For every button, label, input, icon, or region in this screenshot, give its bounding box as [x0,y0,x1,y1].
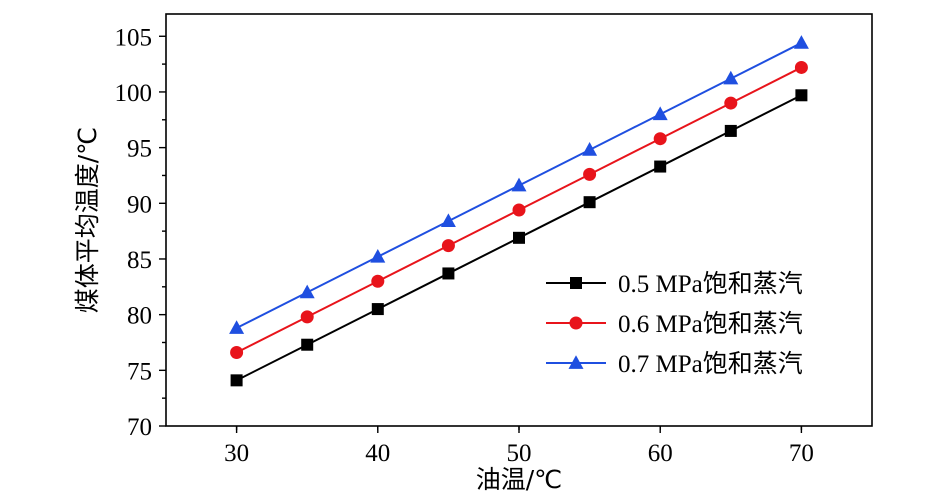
y-tick-label: 85 [127,247,152,274]
data-point [440,213,456,227]
legend-item: 0.7 MPa饱和蒸汽 [546,350,803,378]
data-point [793,35,809,49]
y-tick-label: 95 [127,136,152,163]
data-point [442,267,455,280]
legend-label: 0.7 MPa饱和蒸汽 [618,350,803,378]
y-tick-label: 80 [127,303,152,330]
data-point [371,303,384,316]
series-2 [230,60,808,360]
series-1 [230,89,808,387]
data-point [371,274,385,288]
data-point [513,231,525,244]
legend-item: 0.6 MPa饱和蒸汽 [546,310,803,338]
data-point [582,142,598,156]
y-axis-title: 煤体平均温度/℃ [73,127,102,314]
data-point [795,89,808,102]
y-tick-label: 75 [127,358,152,385]
data-point [723,70,739,85]
y-tick-label: 105 [115,24,153,51]
data-point [512,203,526,217]
x-axis-title: 油温/℃ [476,465,563,494]
legend: 0.5 MPa饱和蒸汽 0.6 MPa饱和蒸汽 0.7 MPa饱和蒸汽 [546,270,803,378]
data-point [230,346,244,360]
data-point [654,160,667,173]
data-point [583,196,596,209]
data-point [724,124,737,137]
data-point [653,132,667,146]
data-point [441,239,455,253]
legend-label: 0.5 MPa饱和蒸汽 [618,270,803,298]
legend-label: 0.6 MPa饱和蒸汽 [618,310,803,338]
data-point [300,310,314,324]
y-tick-label: 90 [127,191,152,218]
data-point [370,248,386,263]
data-point [230,374,243,387]
data-point [299,284,315,299]
x-tick-label: 60 [648,440,673,467]
legend-marker [569,316,583,330]
x-tick-label: 70 [789,440,814,467]
x-tick-label: 40 [365,440,390,467]
series-3 [229,35,809,334]
data-point [583,167,597,181]
y-tick-label: 100 [115,80,153,107]
data-point [652,106,668,121]
y-tick-label: 70 [127,414,152,441]
legend-item: 0.5 MPa饱和蒸汽 [546,270,803,298]
legend-marker [570,277,582,289]
data-point [229,320,245,334]
data-point [301,338,314,351]
x-tick-label: 30 [224,440,249,467]
data-point [794,60,808,74]
data-point [724,96,738,110]
legend-marker [568,355,584,369]
data-point [511,177,527,192]
x-tick-label: 50 [507,440,532,467]
